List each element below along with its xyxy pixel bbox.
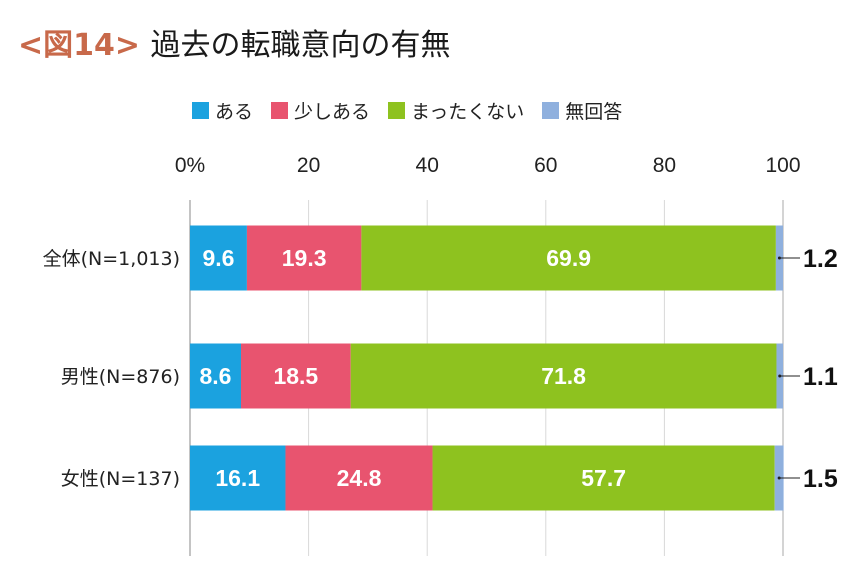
x-tick-label: 40 xyxy=(416,154,439,177)
legend-swatch-sukoshi-aru xyxy=(271,102,289,119)
leader-dot xyxy=(777,256,781,260)
category-label: 女性(N=137) xyxy=(61,468,180,490)
legend-swatch-mattaku-nai xyxy=(388,102,406,119)
x-tick-label: 80 xyxy=(653,154,676,177)
legend-label-aru: ある xyxy=(215,101,254,123)
chart-title-text: 過去の転職意向の有無 xyxy=(150,28,451,63)
bar-segment xyxy=(246,225,362,291)
legend-item-mukaitou: 無回答 xyxy=(542,97,622,124)
bar-segment xyxy=(285,445,433,511)
x-tick-label: 100 xyxy=(765,154,800,177)
x-tick-label: 60 xyxy=(534,154,557,177)
legend: ある 少しある まったくない 無回答 xyxy=(192,97,640,124)
legend-label-mukaitou: 無回答 xyxy=(565,101,623,123)
bar-segment xyxy=(190,225,247,291)
legend-label-sukoshi-aru: 少しある xyxy=(294,101,371,123)
bar-segment xyxy=(240,343,351,409)
data-label: 9.6 xyxy=(202,245,234,271)
data-label: 18.5 xyxy=(273,363,318,389)
legend-swatch-mukaitou xyxy=(542,102,560,119)
legend-item-sukoshi-aru: 少しある xyxy=(271,97,370,124)
data-label-outside: 1.5 xyxy=(803,465,838,493)
data-label: 71.8 xyxy=(541,363,586,389)
leader-dot xyxy=(778,374,782,378)
data-label: 24.8 xyxy=(337,465,382,491)
legend-label-mattaku-nai: まったくない xyxy=(411,101,525,123)
leader-dot xyxy=(777,476,781,480)
data-label: 69.9 xyxy=(546,245,591,271)
bar-segment xyxy=(350,343,777,409)
chart-title: <図14> 過去の転職意向の有無 xyxy=(18,20,450,64)
data-label-outside: 1.1 xyxy=(803,363,838,391)
bar-segment xyxy=(361,225,776,291)
bar-segment xyxy=(432,445,775,511)
bar-segment xyxy=(190,445,286,511)
legend-swatch-aru xyxy=(192,102,209,119)
data-label: 16.1 xyxy=(215,465,260,491)
data-label: 8.6 xyxy=(200,363,232,389)
category-label: 男性(N=876) xyxy=(61,366,180,388)
category-label: 全体(N=1,013) xyxy=(43,248,180,270)
figure-number: <図14> xyxy=(18,28,141,63)
data-label-outside: 1.2 xyxy=(803,245,838,273)
bar-segment xyxy=(190,343,241,409)
data-label: 57.7 xyxy=(581,465,626,491)
x-tick-label: 0% xyxy=(175,154,205,177)
data-label: 19.3 xyxy=(282,245,327,271)
legend-item-aru: ある xyxy=(192,97,253,124)
x-tick-label: 20 xyxy=(297,154,320,177)
legend-item-mattaku-nai: まったくない xyxy=(388,97,524,124)
